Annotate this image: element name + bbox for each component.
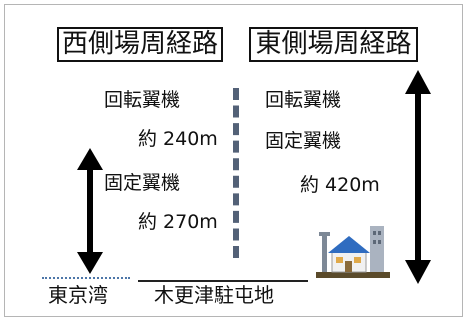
west-double-headed-arrow-icon bbox=[77, 148, 103, 274]
west-route-title: 西側場周経路 bbox=[57, 27, 223, 62]
east-double-headed-arrow-icon bbox=[405, 70, 431, 284]
bay-shoreline bbox=[42, 277, 130, 279]
east-rotary-label: 回転翼機 bbox=[265, 89, 342, 111]
east-altitude: 約 420m bbox=[300, 174, 380, 196]
bay-label: 東京湾 bbox=[48, 283, 108, 307]
houses-icon bbox=[316, 226, 390, 278]
west-fixed-altitude: 約 270m bbox=[138, 211, 218, 233]
base-label: 木更津駐屯地 bbox=[154, 283, 274, 307]
east-route-title: 東側場周経路 bbox=[249, 27, 418, 62]
east-fixed-label: 固定翼機 bbox=[265, 130, 342, 152]
diagram-frame bbox=[4, 4, 463, 317]
west-fixed-label: 固定翼機 bbox=[104, 172, 181, 194]
base-ground-line bbox=[138, 280, 308, 282]
west-rotary-label: 回転翼機 bbox=[104, 89, 181, 111]
dashed-separator bbox=[233, 88, 239, 258]
west-rotary-altitude: 約 240m bbox=[138, 128, 218, 150]
